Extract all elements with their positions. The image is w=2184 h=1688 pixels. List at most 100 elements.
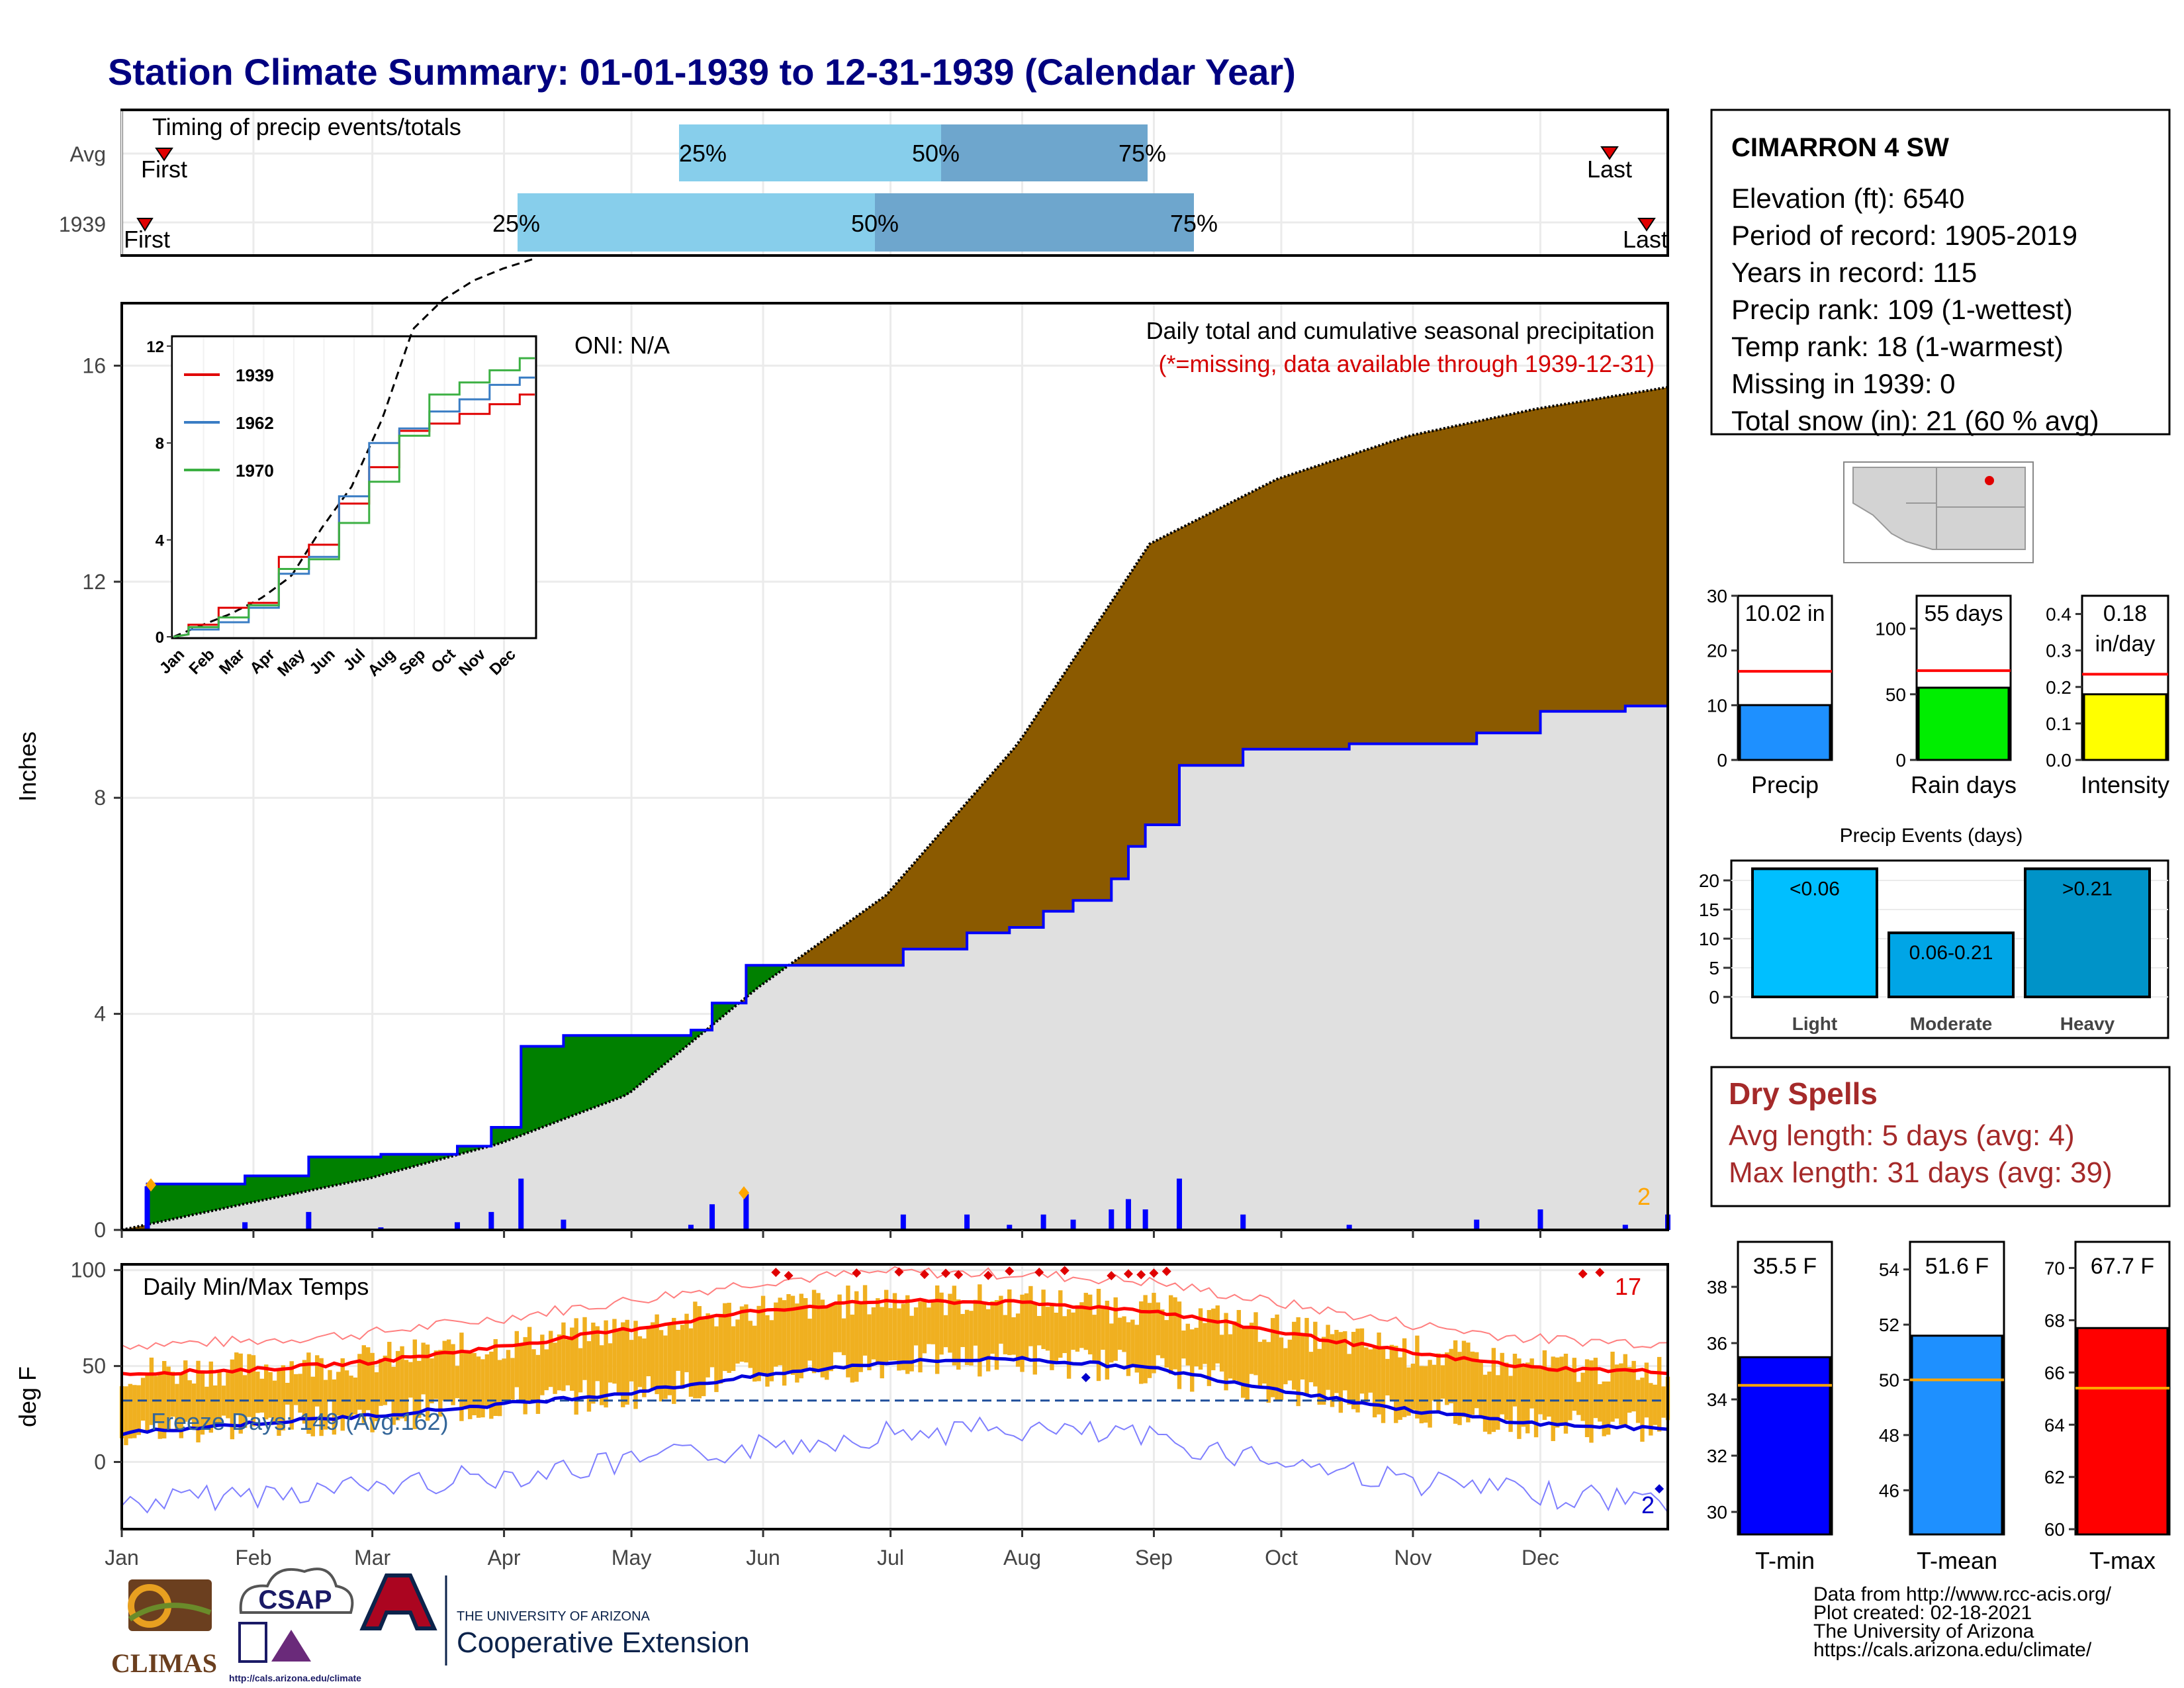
daily-temp-range — [901, 1303, 906, 1370]
record-high-marker — [954, 1270, 964, 1280]
month-axis: Jan Feb Mar Apr May Jun Jul Aug Sep Oct Nov Dec — [105, 1230, 1559, 1570]
daily-temp-range — [268, 1372, 273, 1418]
daily-temp-range — [705, 1313, 710, 1378]
timing-avg-p50: 50% — [912, 140, 960, 167]
tick-label: 38 — [1707, 1277, 1727, 1297]
daily-temp-range — [659, 1330, 664, 1402]
daily-temp-range — [1504, 1362, 1509, 1421]
daily-temp-range — [463, 1350, 469, 1410]
ua-a-icon — [359, 1573, 437, 1630]
daily-temp-range — [684, 1313, 689, 1372]
daily-temp-range — [1551, 1356, 1555, 1441]
daily-temp-range — [472, 1352, 477, 1415]
daily-precip-bar — [743, 1194, 749, 1230]
daily-precip-bar — [454, 1222, 460, 1230]
daily-precip-bar — [1142, 1209, 1148, 1230]
tick-label: 0.0 — [2046, 750, 2071, 771]
daily-temp-range — [136, 1385, 141, 1435]
daily-temp-range — [247, 1354, 251, 1417]
daily-temp-range — [570, 1327, 574, 1391]
footer-line: Data from http://www.rcc-acis.org/ — [1813, 1583, 2112, 1605]
daily-temp-range — [1377, 1333, 1381, 1415]
month-label: Nov — [1394, 1546, 1432, 1570]
daily-temp-range — [1423, 1366, 1428, 1423]
daily-temp-range — [939, 1292, 944, 1355]
footer-line: Plot created: 02-18-2021 — [1813, 1602, 2032, 1624]
daily-temp-range — [1003, 1315, 1008, 1354]
daily-temp-range — [943, 1315, 948, 1348]
daily-temp-range — [1253, 1312, 1258, 1376]
daily-temp-range — [1066, 1309, 1071, 1379]
month-label: Apr — [488, 1546, 521, 1570]
event-bar-label: <0.06 — [1790, 878, 1840, 900]
daily-temp-range — [1232, 1321, 1237, 1381]
missing-count: 2 — [1637, 1183, 1651, 1210]
daily-temp-range — [1355, 1329, 1360, 1413]
daily-temp-range — [1381, 1347, 1386, 1423]
daily-temp-range — [693, 1301, 698, 1399]
tick-label: 0 — [1717, 750, 1727, 771]
daily-temp-range — [1185, 1323, 1191, 1366]
daily-temp-range — [1032, 1304, 1037, 1375]
average-max-line — [121, 1297, 1668, 1376]
daily-temp-range — [1580, 1372, 1585, 1421]
daily-temp-range — [1219, 1335, 1224, 1372]
daily-temp-range — [586, 1341, 592, 1412]
month-label: Dec — [1522, 1546, 1559, 1570]
precip-panel: 0 4 8 12 16 Inches ONI: N/A Daily total and … — [14, 258, 1670, 1242]
daily-temp-range — [629, 1340, 634, 1382]
daily-temp-range — [1096, 1289, 1101, 1382]
tick-label: 64 — [2044, 1415, 2065, 1435]
tick-label: 8 — [94, 786, 106, 810]
timing-row-avg: Avg — [69, 142, 106, 166]
daily-temp-range — [1372, 1345, 1377, 1418]
daily-temp-range — [922, 1300, 927, 1354]
legend-label-1970: 1970 — [236, 461, 274, 481]
daily-temp-range — [531, 1349, 536, 1402]
daily-temp-range — [1062, 1316, 1067, 1354]
temp-y-axis: 0 50 100 — [71, 1258, 122, 1474]
daily-temp-range — [1410, 1364, 1416, 1410]
daily-temp-range — [1177, 1301, 1182, 1389]
daily-temp-range — [379, 1358, 383, 1406]
daily-temp-range — [1317, 1348, 1322, 1405]
daily-temp-range — [608, 1343, 613, 1383]
daily-temp-range — [166, 1366, 171, 1432]
daily-temp-range — [871, 1307, 876, 1360]
temp-panel: 0 50 100 deg F Daily Min/Max Temps 17 2 Fr… — [14, 1258, 1670, 1530]
daily-temp-range — [205, 1386, 209, 1429]
record-low-line — [121, 1416, 1668, 1514]
record-high-marker — [983, 1270, 993, 1280]
daily-temp-range — [451, 1344, 455, 1405]
station-detail-line: Period of record: 1905-2019 — [1731, 220, 2077, 251]
footer-line: https://cals.arizona.edu/climate/ — [1813, 1639, 2092, 1661]
record-high-marker — [1161, 1266, 1171, 1276]
daily-temp-range — [625, 1319, 629, 1405]
station-detail-line: Missing in 1939: 0 — [1731, 368, 1956, 399]
temp-bar-value: 51.6 F — [1925, 1254, 1989, 1279]
record-high-marker — [1149, 1268, 1159, 1278]
summary-bar-Rain days — [1917, 686, 2010, 761]
daily-temp-range — [289, 1361, 294, 1430]
timing-1939-first: First — [124, 226, 170, 253]
daily-temp-range — [820, 1299, 825, 1378]
daily-temp-range — [1334, 1329, 1339, 1393]
daily-temp-range — [1071, 1312, 1075, 1350]
daily-temp-range — [833, 1303, 838, 1352]
daily-temp-range — [340, 1358, 345, 1431]
daily-temp-range — [867, 1314, 872, 1371]
daily-temp-range — [981, 1303, 986, 1358]
event-category-label: Light — [1792, 1013, 1837, 1034]
daily-temp-range — [884, 1289, 889, 1363]
surplus-area — [122, 962, 793, 1230]
daily-temp-range — [1406, 1367, 1411, 1416]
daily-temp-range — [1224, 1313, 1228, 1391]
daily-temp-range — [1394, 1346, 1398, 1423]
daily-temp-range — [1432, 1364, 1437, 1401]
freeze-days: Freeze Days: 149 (Avg:162) — [151, 1408, 449, 1435]
daily-temp-range — [132, 1385, 137, 1438]
precip-events-bars: 0 5 10 15 20 <0.06 Light 0.06-0.21 Moderate >0.21… — [1699, 867, 2168, 1034]
timing-avg-bar-high — [941, 124, 1148, 181]
tick-label: 5 — [1709, 958, 1719, 978]
